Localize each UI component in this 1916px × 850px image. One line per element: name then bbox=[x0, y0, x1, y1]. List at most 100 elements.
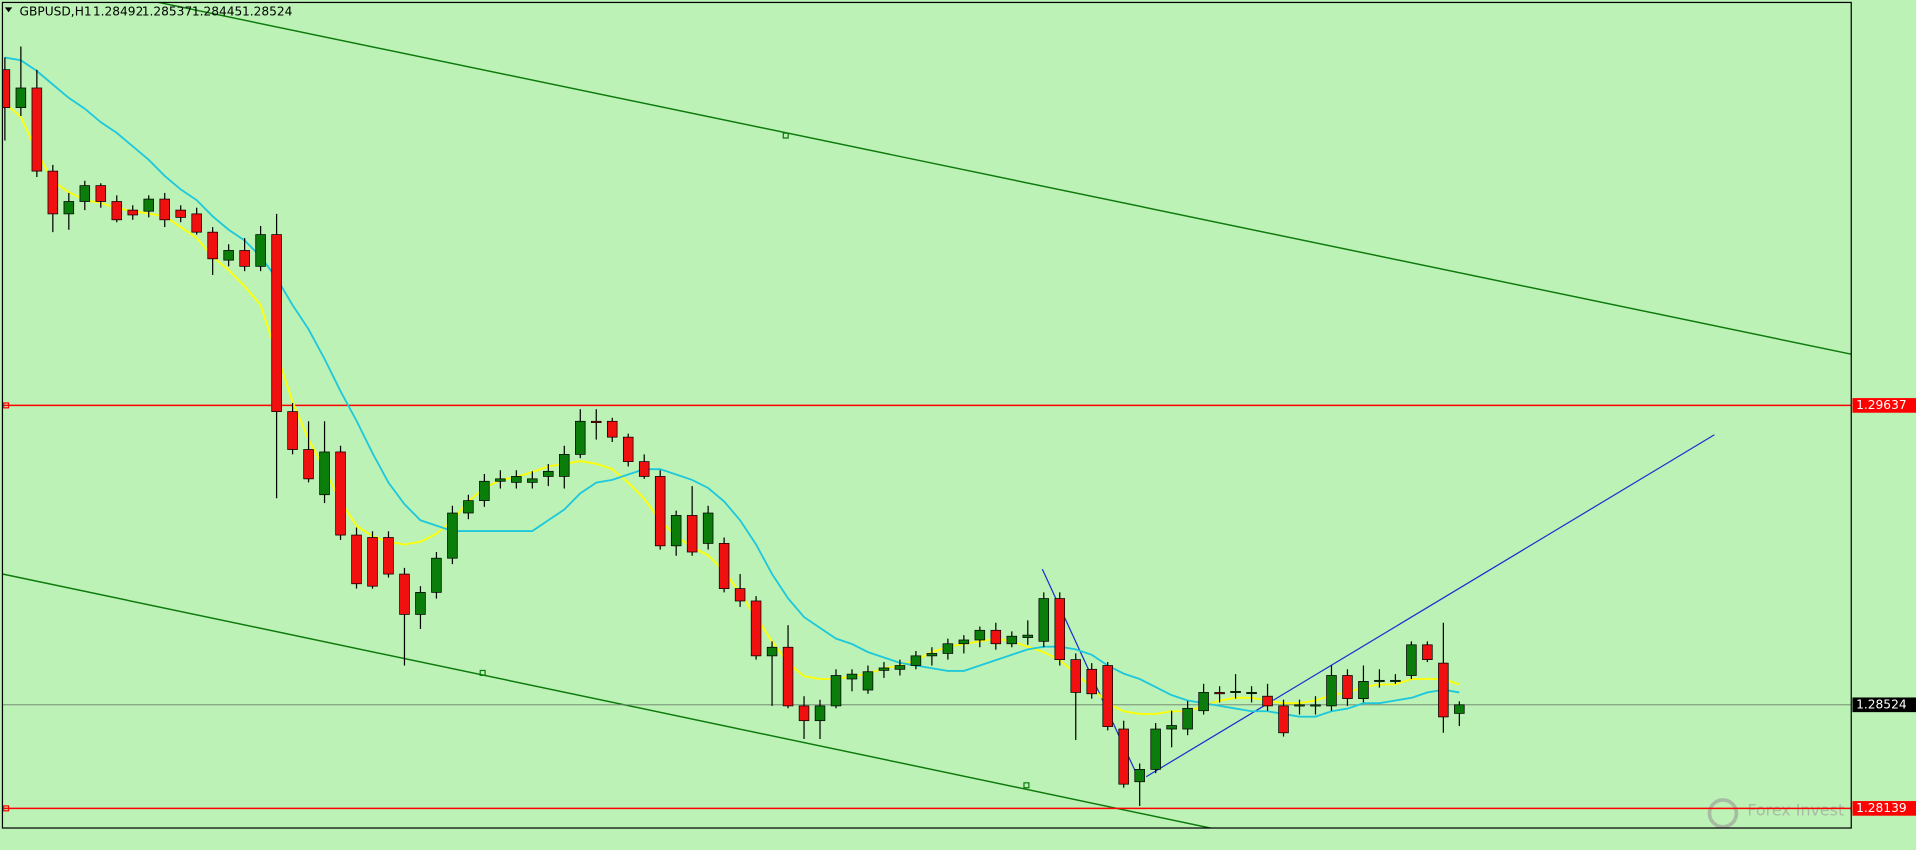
candle-body bbox=[159, 198, 170, 221]
candle-body bbox=[750, 600, 762, 657]
candle-body bbox=[782, 646, 794, 707]
candle-body bbox=[207, 231, 218, 260]
candle-body bbox=[351, 534, 362, 585]
candle-body bbox=[47, 170, 59, 215]
candle-body bbox=[111, 201, 123, 221]
candle-body bbox=[1438, 662, 1449, 718]
trend-line bbox=[1145, 434, 1715, 778]
channel-lower bbox=[2, 573, 1214, 829]
candle-body bbox=[1022, 634, 1034, 638]
watermark: Forex Invest Group bbox=[1747, 800, 1897, 819]
candle-body bbox=[1374, 679, 1385, 682]
candle-body bbox=[862, 671, 874, 691]
candle-body bbox=[335, 451, 346, 536]
candle-body bbox=[143, 198, 154, 212]
candle-body bbox=[1006, 635, 1018, 645]
candle-body bbox=[1214, 692, 1225, 695]
anchor bbox=[479, 669, 486, 676]
candle-body bbox=[1198, 692, 1209, 712]
data-layer bbox=[2, 46, 1852, 810]
current-price-label: 1.28524 bbox=[1856, 697, 1907, 711]
channel-upper bbox=[158, 2, 1852, 355]
menu-arrow bbox=[4, 7, 13, 13]
candle-body bbox=[1086, 668, 1097, 695]
candle-body bbox=[1246, 692, 1257, 695]
level-label-box bbox=[1852, 801, 1916, 816]
anchor bbox=[782, 132, 789, 139]
candle-body bbox=[1294, 704, 1305, 707]
candle-body bbox=[1054, 598, 1066, 660]
candle-body bbox=[495, 478, 506, 482]
candle-body bbox=[575, 420, 586, 455]
candle-body bbox=[654, 476, 666, 547]
level-label: 1.28139 bbox=[1856, 801, 1906, 815]
candle-body bbox=[894, 665, 906, 670]
candle-body bbox=[479, 480, 490, 502]
candle-body bbox=[910, 655, 922, 666]
candle-body bbox=[926, 653, 938, 657]
candle-body bbox=[670, 515, 682, 547]
candle-body bbox=[63, 201, 75, 215]
candle-body bbox=[511, 476, 522, 483]
candle-body bbox=[814, 705, 826, 722]
candle-body bbox=[1406, 644, 1417, 676]
candle-body bbox=[686, 515, 698, 553]
candle-body bbox=[1326, 675, 1337, 707]
candle-body bbox=[239, 250, 250, 267]
axis-layer: 1.29637 1.28139 1.28524 bbox=[1, 1, 1916, 829]
candle-body bbox=[1038, 598, 1050, 642]
candle-body bbox=[1150, 728, 1161, 770]
candle-body bbox=[1230, 690, 1241, 693]
candle-body bbox=[830, 675, 842, 707]
candle-body bbox=[1310, 704, 1321, 707]
candle-body bbox=[431, 557, 442, 593]
current-price-box bbox=[1852, 697, 1916, 713]
level-label-box bbox=[1852, 398, 1916, 413]
candle-body bbox=[415, 592, 426, 615]
candle-body bbox=[1262, 695, 1273, 707]
candle-body bbox=[702, 512, 714, 544]
candle-body bbox=[303, 449, 314, 480]
candle-body bbox=[766, 646, 778, 657]
quote-close: 1.28524 bbox=[242, 5, 293, 19]
candle-body bbox=[846, 673, 858, 680]
moving-average bbox=[4, 56, 1460, 718]
candle-body bbox=[2, 69, 11, 108]
candle-body bbox=[271, 234, 282, 412]
candle-body bbox=[95, 185, 107, 202]
candle-body bbox=[527, 478, 538, 483]
level-anchor bbox=[3, 805, 10, 812]
candle-body bbox=[734, 588, 746, 602]
candle-body bbox=[175, 209, 186, 218]
anchor bbox=[1023, 782, 1030, 789]
candle-body bbox=[127, 209, 139, 216]
candle-body bbox=[942, 643, 954, 654]
candle-body bbox=[974, 629, 986, 641]
candle-body bbox=[79, 185, 91, 202]
candle-body bbox=[958, 639, 970, 645]
candle-body bbox=[191, 213, 202, 233]
candle-body bbox=[1070, 659, 1082, 693]
quote-high: 1.28537 bbox=[142, 5, 192, 19]
candle-body bbox=[638, 461, 650, 477]
candle-body bbox=[1182, 707, 1193, 730]
candle-body bbox=[287, 411, 298, 450]
candle-body bbox=[447, 512, 458, 559]
candle-body bbox=[1118, 728, 1129, 785]
candle-body bbox=[399, 573, 410, 615]
candle-body bbox=[718, 543, 730, 589]
candle-body bbox=[622, 436, 634, 462]
plot-frame bbox=[1, 1, 1852, 829]
candle-body bbox=[463, 500, 474, 514]
candle-body bbox=[15, 87, 27, 108]
candle-body bbox=[1454, 704, 1465, 714]
symbol: GBPUSD,H1 bbox=[20, 5, 92, 19]
moving-average bbox=[4, 102, 1460, 715]
candle-body bbox=[319, 451, 330, 496]
candle-body bbox=[1278, 705, 1289, 734]
candle-body bbox=[1390, 679, 1401, 682]
candle-body bbox=[1102, 665, 1113, 727]
